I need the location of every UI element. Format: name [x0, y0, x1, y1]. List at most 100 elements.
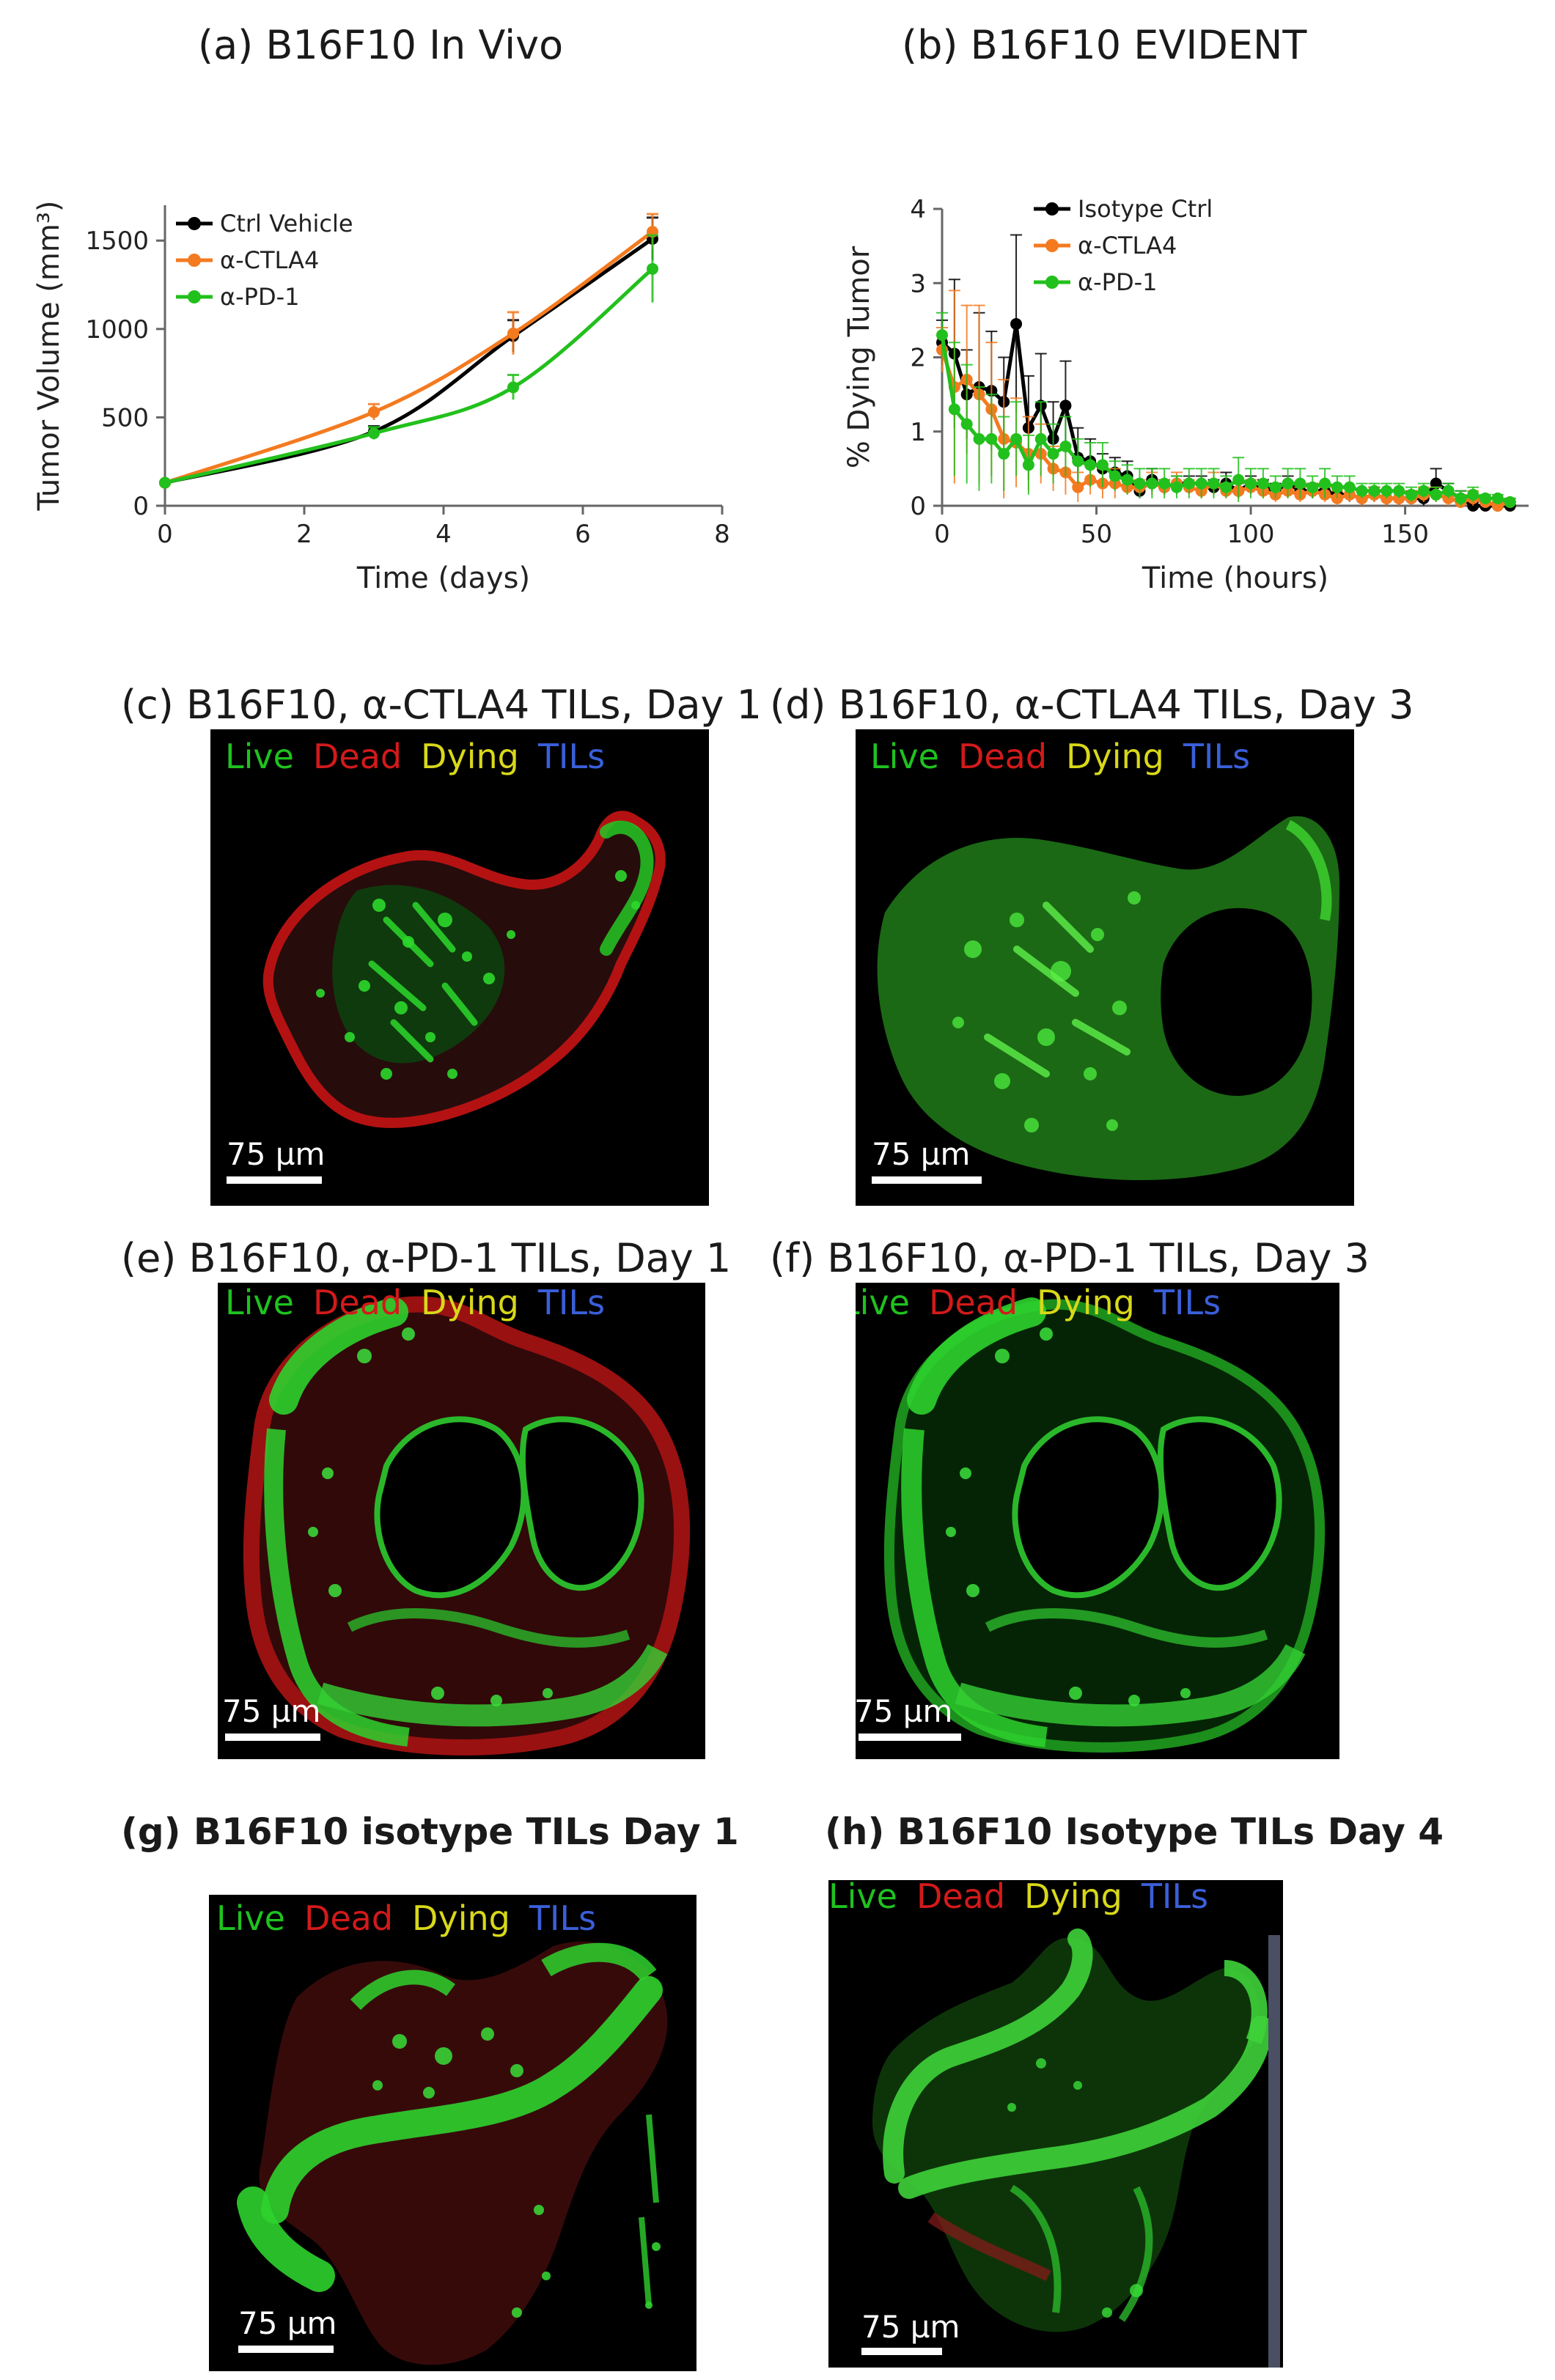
data-point — [1133, 477, 1146, 490]
micro-legend-f: Live Dead Dying TILs — [856, 1283, 1240, 1322]
x-tick-label: 50 — [1081, 520, 1112, 549]
panel-b-title: (b) B16F10 EVIDENT — [902, 22, 1307, 68]
data-point — [159, 476, 171, 489]
data-point — [1072, 481, 1084, 493]
legend-dead: Dead — [916, 1880, 1006, 1916]
data-point — [1034, 432, 1047, 445]
legend-label: α-CTLA4 — [1078, 232, 1177, 259]
data-point — [1269, 481, 1282, 493]
data-point — [1356, 485, 1368, 497]
micrograph-h-edge — [1268, 1935, 1280, 2368]
scale-bar-d — [872, 1176, 982, 1184]
data-point — [1257, 477, 1269, 490]
data-point — [1195, 477, 1207, 490]
legend-dying: Dying — [421, 1283, 519, 1322]
data-point — [647, 262, 658, 275]
legend-tils: TILs — [537, 737, 606, 776]
panel-h-title: (h) B16F10 Isotype TILs Day 4 — [825, 1810, 1444, 1853]
legend: Ctrl Vehicle α-CTLA4 α-PD-1 — [176, 210, 353, 311]
data-point — [1405, 488, 1417, 501]
legend-marker — [188, 290, 201, 303]
legend-label: α-CTLA4 — [220, 246, 319, 274]
legend-live: Live — [225, 1283, 294, 1322]
micrograph-g-image — [237, 1941, 668, 2365]
micrograph-h: Live Dead Dying TILs 75 µm — [828, 1880, 1283, 2368]
scale-label-c: 75 µm — [227, 1136, 326, 1172]
data-point — [1455, 492, 1467, 504]
legend-dying: Dying — [1066, 737, 1164, 776]
data-point — [1331, 481, 1343, 493]
legend-dying: Dying — [1024, 1880, 1122, 1916]
chart-a-tumor-volume: 0 2 4 6 8 0 500 1000 1500 Time (days) Tumor Volume… — [32, 201, 730, 595]
micrograph-h-image — [872, 1928, 1272, 2332]
data-point — [1047, 448, 1059, 460]
micrograph-d-image — [877, 816, 1339, 1180]
micro-legend-d: Live Dead Dying TILs — [870, 737, 1269, 776]
data-point — [1109, 470, 1121, 482]
y-tick-label: 4 — [910, 195, 926, 224]
data-point — [1442, 485, 1455, 497]
legend-marker — [188, 217, 201, 230]
legend-live: Live — [870, 737, 939, 776]
legend-tils: TILs — [1183, 737, 1251, 776]
scale-label-f: 75 µm — [856, 1693, 953, 1729]
data-point — [1072, 455, 1084, 468]
legend-dead: Dead — [928, 1283, 1018, 1322]
legend-label: α-PD-1 — [1078, 268, 1157, 296]
legend-live: Live — [216, 1898, 285, 1938]
data-point — [1171, 481, 1183, 493]
data-point — [368, 427, 380, 440]
scale-label-h: 75 µm — [861, 2309, 960, 2345]
data-point — [1504, 495, 1516, 508]
legend-marker — [1045, 202, 1059, 215]
micro-legend-c: Live Dead Dying TILs — [225, 737, 624, 776]
micrograph-e: Live Dead Dying TILs 75 µm — [218, 1283, 705, 1759]
series-2 — [936, 312, 1516, 508]
scale-label-e: 75 µm — [222, 1693, 321, 1729]
y-axis-label: Tumor Volume (mm³) — [32, 201, 66, 512]
data-point — [1393, 485, 1405, 497]
data-point — [1059, 399, 1072, 412]
y-tick-label: 1000 — [85, 315, 149, 345]
micro-legend-h: Live Dead Dying TILs — [828, 1880, 1235, 1916]
micrograph-c-image — [262, 811, 666, 1128]
data-point — [1158, 477, 1171, 490]
x-tick-label: 8 — [714, 520, 730, 549]
micrograph-d: Live Dead Dying TILs 75 µm — [856, 729, 1354, 1206]
data-point — [1121, 474, 1133, 486]
panel-e-title: (e) B16F10, α-PD-1 TILs, Day 1 — [121, 1235, 732, 1281]
data-point — [936, 329, 948, 342]
legend: Isotype Ctrl α-CTLA4 α-PD-1 — [1034, 195, 1213, 296]
y-tick-label: 1500 — [85, 226, 149, 256]
data-point — [1183, 477, 1195, 490]
data-point — [1343, 481, 1356, 493]
data-point — [1059, 441, 1072, 452]
micrograph-f-image — [883, 1297, 1326, 1753]
data-point — [1010, 317, 1023, 330]
micrograph-c: Live Dead Dying TILs 75 µm — [210, 729, 709, 1206]
scale-bar-e — [225, 1734, 320, 1741]
x-tick-label: 4 — [435, 520, 452, 549]
scale-bar-g — [238, 2346, 334, 2353]
data-point — [1010, 432, 1023, 445]
data-point — [1232, 474, 1245, 486]
data-point — [1022, 459, 1034, 471]
legend-dead: Dead — [312, 1283, 402, 1322]
data-point — [998, 448, 1010, 460]
legend-live: Live — [225, 737, 294, 776]
data-point — [1368, 485, 1381, 497]
micrograph-f: Live Dead Dying TILs 75 µm — [856, 1283, 1339, 1759]
data-point — [1306, 481, 1319, 493]
series-2 — [159, 234, 658, 489]
legend-live: Live — [828, 1880, 897, 1916]
scale-bar-c — [227, 1176, 322, 1184]
micro-legend-e: Live Dead Dying TILs — [225, 1283, 624, 1322]
legend-label: α-PD-1 — [220, 283, 299, 311]
chart-b-dying-tumor: 0 50 100 150 0 1 2 3 4 Time (hours) % Dying Tumor I… — [842, 195, 1529, 595]
panel-g-title: (g) B16F10 isotype TILs Day 1 — [121, 1810, 739, 1853]
legend-tils: TILs — [1141, 1880, 1209, 1916]
data-point — [1430, 488, 1442, 501]
micrograph-e-image — [243, 1296, 691, 1755]
y-tick-label: 1 — [910, 418, 926, 447]
data-point — [1220, 481, 1232, 493]
